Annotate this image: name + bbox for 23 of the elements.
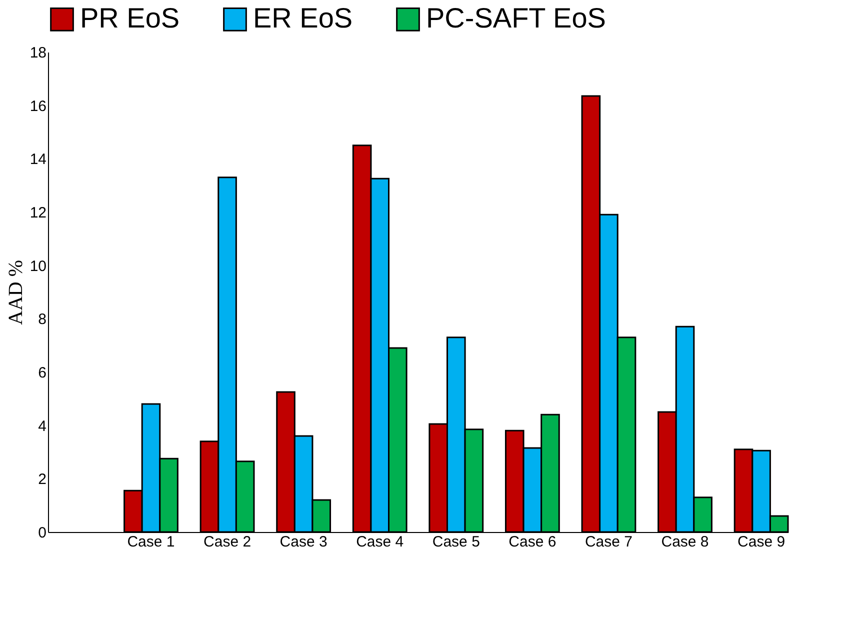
y-tick-label: 2 [38,471,46,488]
y-tick-label: 8 [38,311,46,328]
x-tick-label: Case 5 [432,534,480,550]
x-tick-label: Case 9 [738,534,786,550]
y-tick-label: 14 [30,151,46,168]
x-tick-label: Case 8 [661,534,709,550]
y-tick-label: 12 [30,204,46,222]
x-tick-label: Case 2 [204,534,252,550]
x-tick-label: Case 7 [584,534,632,550]
y-tick-label: 6 [38,364,46,382]
y-tick-label: 4 [38,418,46,435]
y-axis-title: AAD % [4,260,27,325]
legend-label: PC-SAFT EoS [426,2,606,34]
x-tick-label: Case 6 [508,534,556,550]
y-tick-label: 10 [30,258,46,275]
legend-label: PR EoS [80,2,180,34]
y-tick-label: 0 [38,524,46,542]
y-tick-label: 18 [30,44,46,62]
x-tick-label: Case 1 [127,534,175,550]
legend-label: ER EoS [253,2,353,34]
y-tick-label: 16 [30,98,46,115]
x-tick-label: Case 4 [356,534,404,550]
x-tick-label: Case 3 [280,534,328,550]
